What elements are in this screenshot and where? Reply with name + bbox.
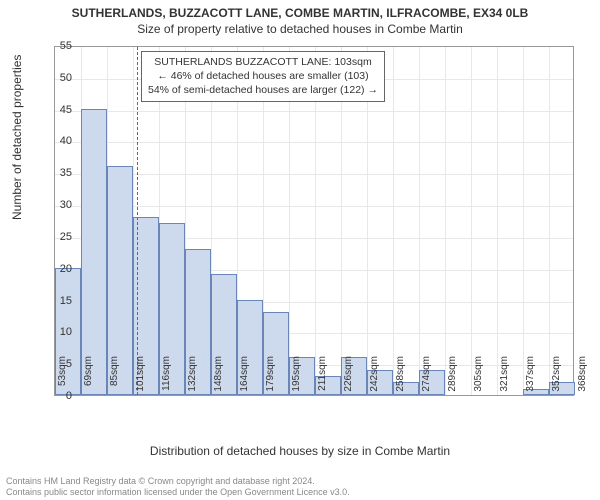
y-tick-label: 20 (48, 263, 72, 275)
x-tick-label: 101sqm (135, 356, 146, 392)
x-tick-label: 116sqm (161, 356, 172, 391)
x-tick-label: 179sqm (265, 356, 276, 392)
x-tick-label: 321sqm (499, 356, 510, 392)
x-tick-label: 368sqm (577, 356, 588, 392)
x-tick-label: 226sqm (343, 356, 354, 392)
gridline-v (471, 47, 472, 395)
y-tick-label: 35 (48, 167, 72, 179)
annotation-line-2: ← 46% of detached houses are smaller (10… (148, 69, 378, 83)
y-tick-label: 0 (48, 390, 72, 402)
x-tick-label: 274sqm (421, 356, 432, 392)
x-tick-label: 195sqm (291, 356, 302, 392)
gridline-v (523, 47, 524, 395)
x-tick-label: 305sqm (473, 356, 484, 392)
gridline-v (393, 47, 394, 395)
reference-line (137, 47, 138, 395)
y-tick-label: 30 (48, 199, 72, 211)
histogram-bar (81, 109, 107, 395)
footer-attribution: Contains HM Land Registry data © Crown c… (6, 476, 350, 499)
y-tick-label: 15 (48, 295, 72, 307)
gridline-v (497, 47, 498, 395)
gridline-v (419, 47, 420, 395)
annotation-box: SUTHERLANDS BUZZACOTT LANE: 103sqm ← 46%… (141, 51, 385, 102)
x-tick-label: 352sqm (551, 356, 562, 392)
x-axis-label: Distribution of detached houses by size … (0, 444, 600, 458)
plot-area: SUTHERLANDS BUZZACOTT LANE: 103sqm ← 46%… (54, 46, 574, 396)
x-tick-label: 148sqm (213, 356, 224, 392)
footer-line-1: Contains HM Land Registry data © Crown c… (6, 476, 350, 487)
y-axis-label: Number of detached properties (10, 55, 24, 220)
annotation-line-1: SUTHERLANDS BUZZACOTT LANE: 103sqm (148, 55, 378, 69)
x-tick-label: 69sqm (83, 356, 94, 386)
y-tick-label: 50 (48, 72, 72, 84)
x-tick-label: 211sqm (317, 356, 328, 391)
x-tick-label: 289sqm (447, 356, 458, 392)
gridline-v (445, 47, 446, 395)
footer-line-2: Contains public sector information licen… (6, 487, 350, 498)
y-tick-label: 25 (48, 231, 72, 243)
x-tick-label: 132sqm (187, 356, 198, 392)
x-tick-label: 258sqm (395, 356, 406, 392)
y-tick-label: 10 (48, 326, 72, 338)
x-tick-label: 337sqm (525, 356, 536, 392)
annotation-line-3: 54% of semi-detached houses are larger (… (148, 83, 378, 97)
x-tick-label: 85sqm (109, 356, 120, 386)
page-subtitle: Size of property relative to detached ho… (0, 20, 600, 36)
x-tick-label: 164sqm (239, 356, 250, 392)
x-tick-label: 242sqm (369, 356, 380, 392)
page-title: SUTHERLANDS, BUZZACOTT LANE, COMBE MARTI… (0, 0, 600, 20)
y-tick-label: 40 (48, 135, 72, 147)
y-tick-label: 55 (48, 40, 72, 52)
y-tick-label: 45 (48, 104, 72, 116)
x-tick-label: 53sqm (57, 356, 68, 386)
gridline-v (549, 47, 550, 395)
chart-container: SUTHERLANDS BUZZACOTT LANE: 103sqm ← 46%… (54, 46, 574, 396)
